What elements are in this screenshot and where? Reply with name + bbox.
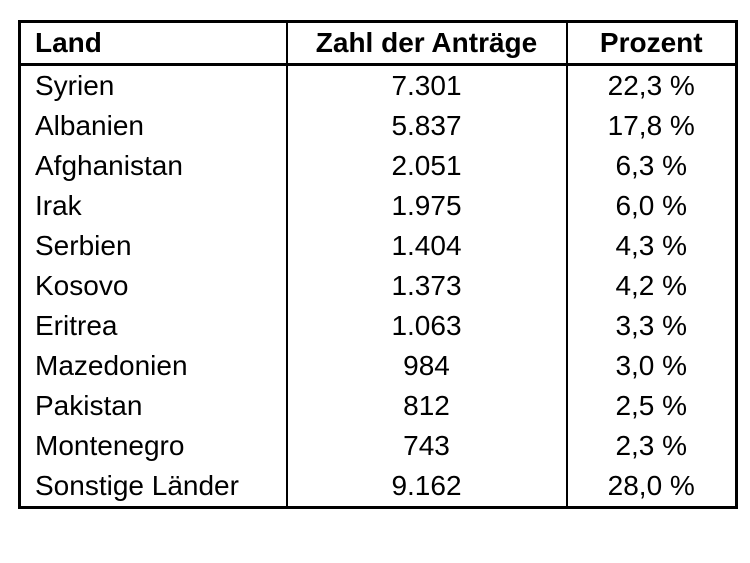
column-header-land: Land (18, 21, 288, 66)
cell-prozent: 2,3 % (565, 426, 738, 466)
table-row: Kosovo 1.373 4,2 % (18, 266, 738, 306)
cell-prozent: 3,0 % (565, 346, 738, 386)
cell-prozent: 4,2 % (565, 266, 738, 306)
cell-antraege: 1.063 (285, 306, 568, 346)
cell-land: Eritrea (18, 306, 288, 346)
cell-antraege: 1.373 (285, 266, 568, 306)
asylum-applications-table: Land Zahl der Anträge Prozent Syrien 7.3… (18, 20, 738, 509)
cell-prozent: 2,5 % (565, 386, 738, 426)
table-row: Eritrea 1.063 3,3 % (18, 306, 738, 346)
cell-land: Albanien (18, 106, 288, 146)
cell-prozent: 3,3 % (565, 306, 738, 346)
cell-prozent: 6,3 % (565, 146, 738, 186)
cell-prozent: 6,0 % (565, 186, 738, 226)
cell-antraege: 984 (285, 346, 568, 386)
table-row: Pakistan 812 2,5 % (18, 386, 738, 426)
table-row: Afghanistan 2.051 6,3 % (18, 146, 738, 186)
table-row: Serbien 1.404 4,3 % (18, 226, 738, 266)
cell-land: Montenegro (18, 426, 288, 466)
cell-antraege: 1.975 (285, 186, 568, 226)
cell-prozent: 17,8 % (565, 106, 738, 146)
cell-antraege: 9.162 (285, 466, 568, 508)
column-header-antraege: Zahl der Anträge (285, 21, 568, 66)
cell-land: Afghanistan (18, 146, 288, 186)
cell-antraege: 1.404 (285, 226, 568, 266)
cell-antraege: 2.051 (285, 146, 568, 186)
column-header-prozent: Prozent (565, 21, 738, 66)
cell-land: Pakistan (18, 386, 288, 426)
table-row: Montenegro 743 2,3 % (18, 426, 738, 466)
cell-prozent: 28,0 % (565, 466, 738, 508)
cell-antraege: 743 (285, 426, 568, 466)
cell-antraege: 5.837 (285, 106, 568, 146)
cell-land: Mazedonien (18, 346, 288, 386)
cell-prozent: 4,3 % (565, 226, 738, 266)
table-row: Sonstige Länder 9.162 28,0 % (18, 466, 738, 508)
cell-antraege: 812 (285, 386, 568, 426)
cell-land: Serbien (18, 226, 288, 266)
table-row: Irak 1.975 6,0 % (18, 186, 738, 226)
cell-land: Sonstige Länder (18, 466, 288, 508)
header-row: Land Zahl der Anträge Prozent (18, 21, 738, 66)
cell-land: Syrien (18, 64, 288, 106)
cell-land: Irak (18, 186, 288, 226)
cell-prozent: 22,3 % (565, 64, 738, 106)
cell-antraege: 7.301 (285, 64, 568, 106)
cell-land: Kosovo (18, 266, 288, 306)
table-row: Albanien 5.837 17,8 % (18, 106, 738, 146)
table-row: Mazedonien 984 3,0 % (18, 346, 738, 386)
table-row: Syrien 7.301 22,3 % (18, 64, 738, 106)
